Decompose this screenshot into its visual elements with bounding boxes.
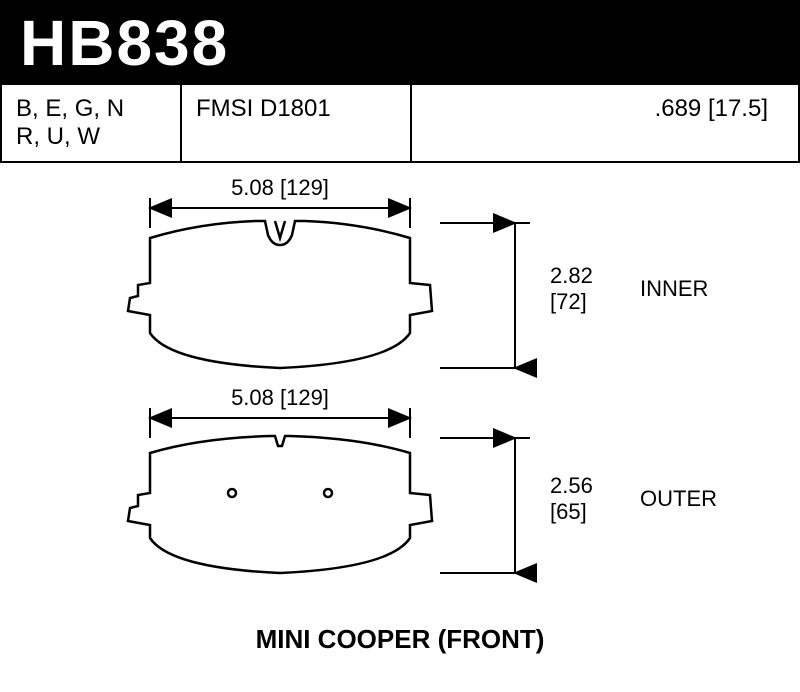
outer-side-label: OUTER [640, 486, 717, 512]
spec-row: B, E, G, N R, U, W FMSI D1801 .689 [17.5… [0, 85, 800, 163]
compounds-cell: B, E, G, N R, U, W [2, 85, 182, 161]
footer-label: MINI COOPER (FRONT) [0, 624, 800, 655]
diagram-area: 5.08 [129] 2.82 [72] INNER 5.08 [129] 2.… [0, 163, 800, 663]
outer-pad-shape [128, 436, 432, 573]
inner-side-label: INNER [640, 276, 708, 302]
compounds-line1: B, E, G, N [16, 95, 166, 123]
inner-width-label: 5.08 [129] [231, 175, 329, 201]
outer-height-label2: [65] [550, 499, 587, 525]
inner-height-label1: 2.82 [550, 263, 593, 289]
outer-height-label1: 2.56 [550, 473, 593, 499]
part-number: HB838 [20, 6, 229, 80]
header-bar: HB838 [0, 0, 800, 85]
outer-width-label: 5.08 [129] [231, 385, 329, 411]
inner-pad-shape [128, 221, 432, 368]
thickness-cell: .689 [17.5] [412, 85, 798, 161]
inner-height-label2: [72] [550, 289, 587, 315]
compounds-line2: R, U, W [16, 123, 166, 151]
fmsi-cell: FMSI D1801 [182, 85, 412, 161]
diagram-svg [0, 163, 800, 663]
